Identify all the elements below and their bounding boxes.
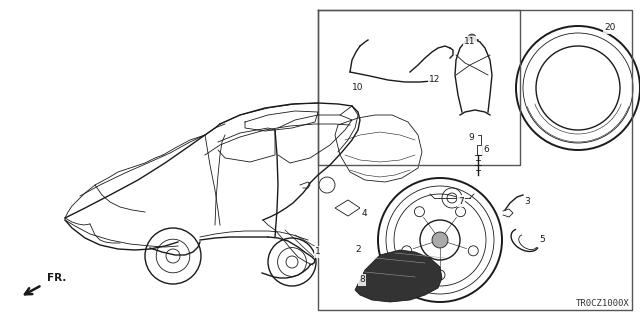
Text: 8: 8 xyxy=(359,276,365,284)
Text: 5: 5 xyxy=(539,236,545,244)
Text: 4: 4 xyxy=(361,209,367,218)
Text: 20: 20 xyxy=(604,23,616,33)
Text: 9: 9 xyxy=(468,133,474,142)
Text: 11: 11 xyxy=(464,37,476,46)
Text: FR.: FR. xyxy=(47,273,67,283)
Text: 2: 2 xyxy=(355,245,361,254)
Polygon shape xyxy=(355,250,442,302)
Circle shape xyxy=(468,34,476,42)
Text: 7: 7 xyxy=(458,196,464,205)
Text: 12: 12 xyxy=(429,76,441,84)
Text: 10: 10 xyxy=(352,84,364,92)
Circle shape xyxy=(432,232,448,248)
Text: TR0CZ1000X: TR0CZ1000X xyxy=(576,299,630,308)
Text: 6: 6 xyxy=(483,146,489,155)
Text: 1: 1 xyxy=(315,247,321,257)
Text: 3: 3 xyxy=(524,197,530,206)
